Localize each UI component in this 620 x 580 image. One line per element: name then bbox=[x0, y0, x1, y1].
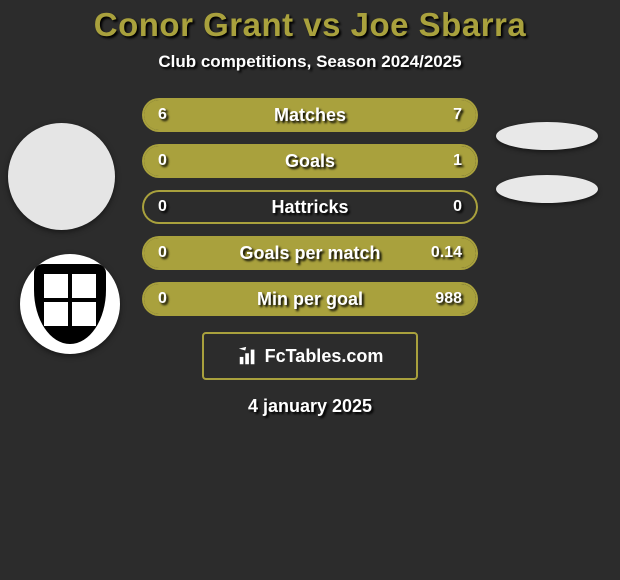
player-avatar-right-placeholder bbox=[496, 122, 598, 150]
comparison-card: Conor Grant vs Joe Sbarra Club competiti… bbox=[0, 0, 620, 417]
club-crest-icon bbox=[34, 264, 106, 344]
attribution-text: FcTables.com bbox=[265, 346, 384, 367]
bar-frame: 01Goals bbox=[144, 146, 476, 176]
attribution-badge: FcTables.com bbox=[202, 332, 418, 380]
subtitle: Club competitions, Season 2024/2025 bbox=[0, 52, 620, 72]
club-badge-right-placeholder bbox=[496, 175, 598, 203]
bar-frame: 67Matches bbox=[144, 100, 476, 130]
bar-chart-icon bbox=[237, 345, 259, 367]
bar-label: Matches bbox=[144, 100, 476, 130]
page-title: Conor Grant vs Joe Sbarra bbox=[0, 6, 620, 44]
bar-label: Hattricks bbox=[144, 192, 476, 222]
bar-frame: 00Hattricks bbox=[144, 192, 476, 222]
bar-label: Goals bbox=[144, 146, 476, 176]
bar-frame: 0988Min per goal bbox=[144, 284, 476, 314]
club-badge-left bbox=[20, 254, 120, 354]
bar-label: Goals per match bbox=[144, 238, 476, 268]
footer-date: 4 january 2025 bbox=[0, 396, 620, 417]
bar-label: Min per goal bbox=[144, 284, 476, 314]
player-avatar-left bbox=[8, 123, 115, 230]
bar-frame: 00.14Goals per match bbox=[144, 238, 476, 268]
